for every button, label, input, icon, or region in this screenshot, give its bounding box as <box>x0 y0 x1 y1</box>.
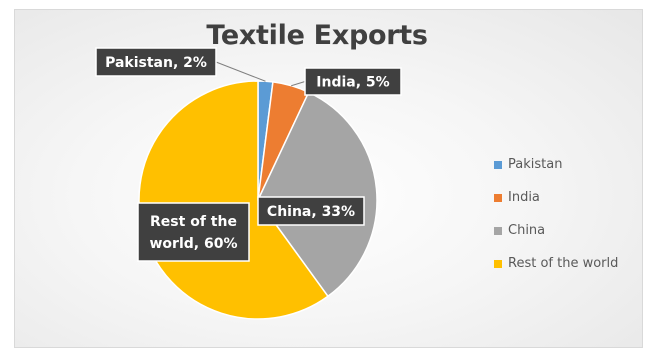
pie-slice-china[interactable] <box>257 91 378 298</box>
legend-label-india: India <box>508 190 540 205</box>
data-label-box-china <box>257 196 365 226</box>
legend: Pakistan India China Rest of the world <box>494 148 618 280</box>
legend-label-pakistan: Pakistan <box>508 157 563 172</box>
legend-swatch-pakistan <box>494 160 502 169</box>
legend-label-rest-of-world: Rest of the world <box>508 256 619 271</box>
legend-item-pakistan[interactable]: Pakistan <box>494 148 618 181</box>
leader-line-india <box>291 81 306 87</box>
data-labels: Pakistan, 2% India, 5% China, 33% Rest of t… <box>95 47 402 262</box>
data-label-box-india <box>304 67 402 96</box>
data-label-box-rest-of-the-world <box>137 202 250 262</box>
legend-label-china: China <box>508 223 546 238</box>
data-label-india: India, 5% <box>316 75 389 91</box>
data-label-box-pakistan <box>95 47 217 77</box>
data-label-rest-of-the-world: Rest of the world, 60% <box>150 214 238 252</box>
legend-item-rest-of-world[interactable]: Rest of the world <box>494 247 618 280</box>
legend-item-china[interactable]: China <box>494 214 618 247</box>
data-label-china: China, 33% <box>267 204 355 220</box>
legend-item-india[interactable]: India <box>494 181 618 214</box>
chart-title: Textile Exports <box>206 20 428 51</box>
leader-lines <box>215 61 306 87</box>
legend-swatch-china <box>494 226 502 235</box>
leader-line-pakistan <box>215 61 266 82</box>
legend-swatch-india <box>494 193 502 202</box>
data-label-pakistan: Pakistan, 2% <box>105 55 207 71</box>
pie-slices <box>138 80 378 320</box>
legend-swatch-rest-of-world <box>494 259 502 268</box>
